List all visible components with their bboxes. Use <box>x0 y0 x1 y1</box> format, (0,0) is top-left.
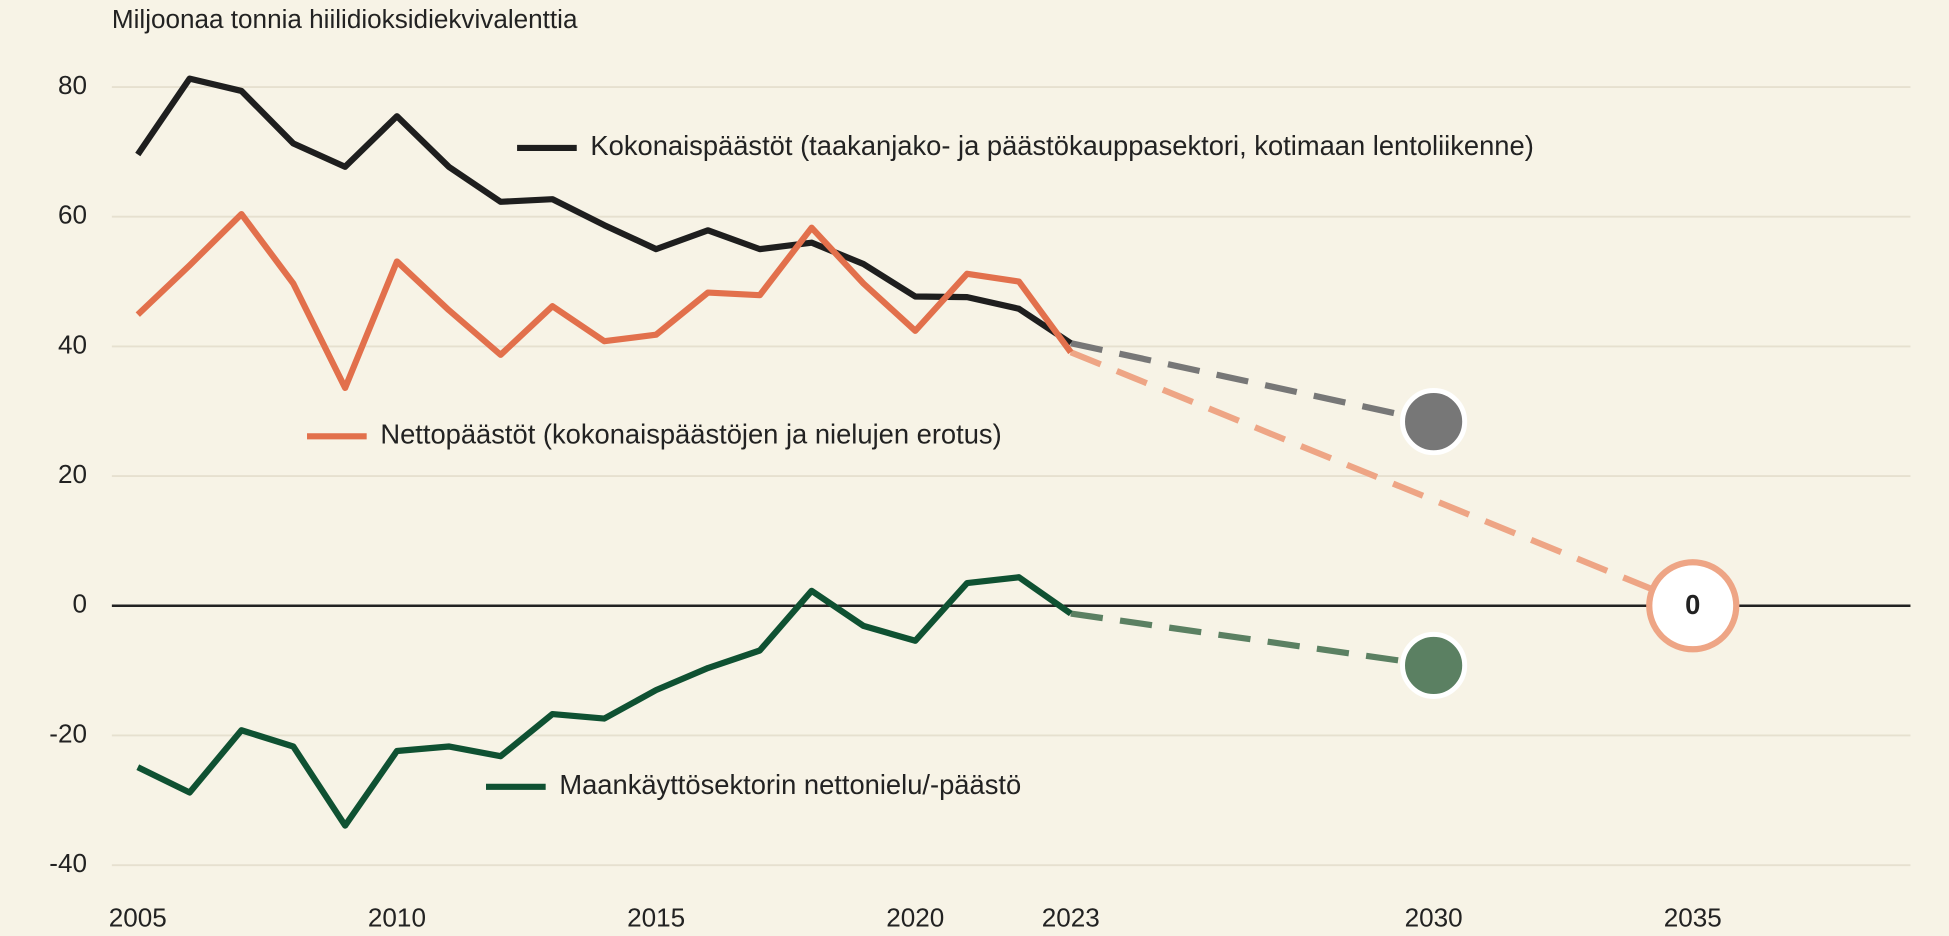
x-tick-label: 2023 <box>1042 903 1100 933</box>
x-tick-label: 2015 <box>627 903 685 933</box>
series-line <box>135 75 1073 346</box>
series-line <box>135 211 1074 392</box>
chart-title: Miljoonaa tonnia hiilidioksidiekvivalent… <box>112 4 578 34</box>
x-tick-label: 2035 <box>1664 903 1722 933</box>
projection-line <box>1070 340 1435 425</box>
projection-line <box>1069 349 1694 609</box>
y-tick-label: 20 <box>58 459 87 489</box>
target-marker <box>1646 559 1740 653</box>
y-tick-label: 40 <box>58 329 87 359</box>
target-marker <box>1400 631 1468 699</box>
x-tick-label: 2030 <box>1405 903 1463 933</box>
y-tick-label: 0 <box>72 589 87 619</box>
x-tick-label: 2005 <box>109 903 167 933</box>
legend-label: Kokonaispäästöt (taakanjako- ja päästöka… <box>590 130 1533 161</box>
y-tick-label: -20 <box>49 718 87 748</box>
projection-line <box>1070 610 1435 669</box>
y-tick-label: -40 <box>49 848 87 878</box>
target-label: 0 <box>1685 589 1700 620</box>
legend-label: Maankäyttösektorin nettonielu/-päästö <box>559 769 1021 800</box>
target-marker <box>1400 388 1468 456</box>
x-tick-label: 2010 <box>368 903 426 933</box>
y-tick-label: 80 <box>58 70 87 100</box>
x-tick-label: 2020 <box>886 903 944 933</box>
legend-label: Nettopäästöt (kokonaispäästöjen ja nielu… <box>380 419 1001 450</box>
y-tick-label: 60 <box>58 200 87 230</box>
series-line <box>136 574 1073 829</box>
